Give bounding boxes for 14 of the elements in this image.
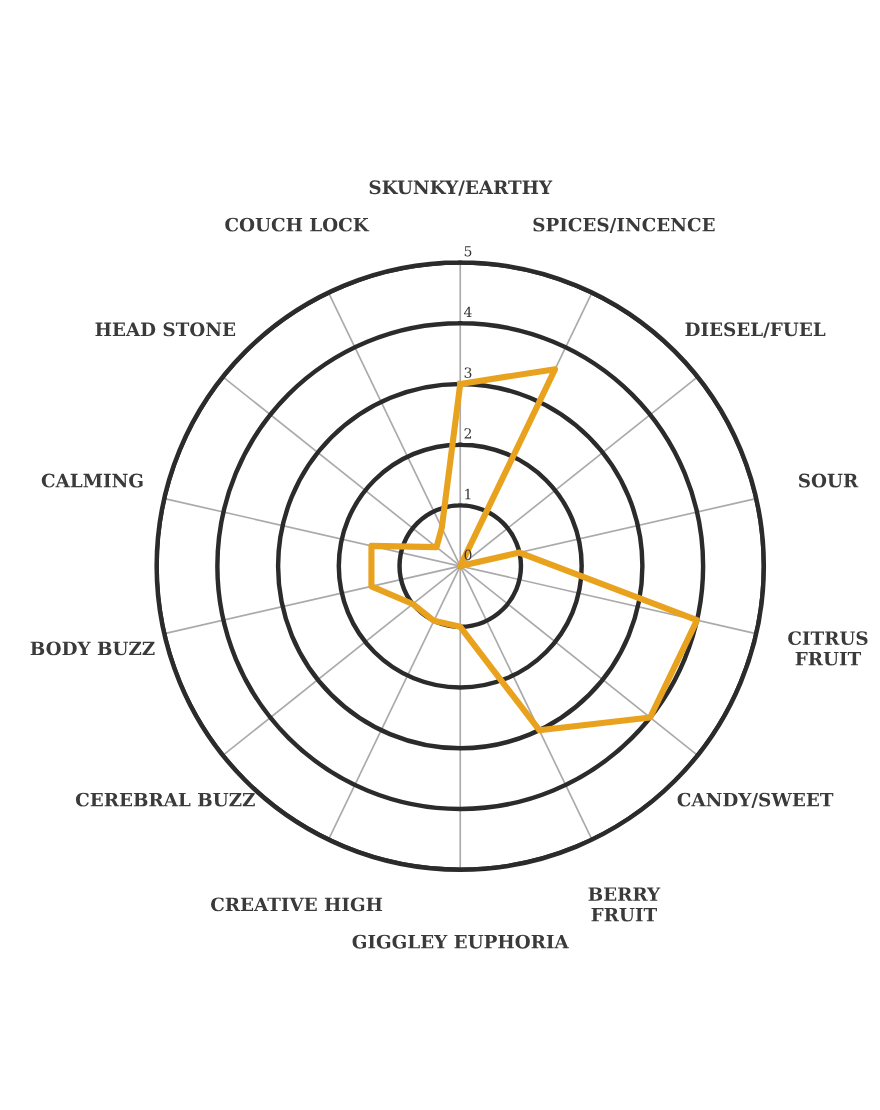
spoke-label: CEREBRAL BUZZ bbox=[75, 792, 255, 807]
spoke-label: CANDY/SWEET bbox=[677, 792, 834, 809]
spoke-label: BODY BUZZ bbox=[30, 641, 155, 656]
spoke-label: CREATIVE HIGH bbox=[210, 897, 383, 912]
spoke-label: COUCH LOCK bbox=[225, 217, 370, 232]
spoke-label: HEAD STONE bbox=[95, 322, 236, 337]
spoke-label: CITRUS FRUIT bbox=[788, 631, 868, 666]
spoke-label: CALMING bbox=[41, 473, 143, 488]
spoke-label: SPICES/INCENCE bbox=[533, 217, 715, 233]
spoke-label: GIGGLEY EUPHORIA bbox=[352, 934, 569, 949]
spoke-label: SKUNKY/EARTHY bbox=[369, 180, 553, 196]
spoke-label: BERRY FRUIT bbox=[588, 887, 661, 922]
spoke-label: DIESEL/FUEL bbox=[685, 322, 826, 338]
spoke-label: SOUR bbox=[798, 473, 859, 488]
